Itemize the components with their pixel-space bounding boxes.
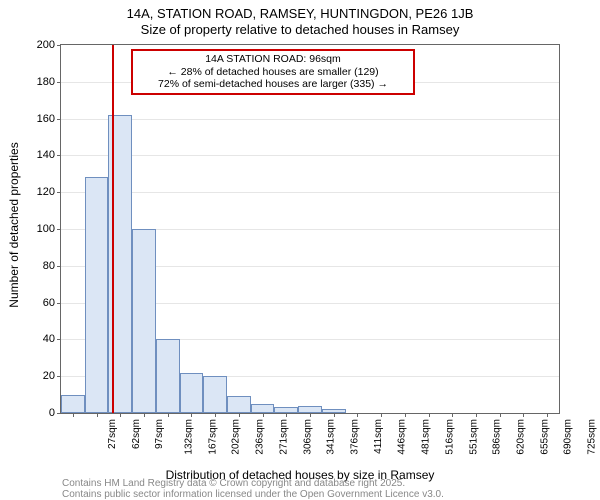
y-tick-label: 200: [15, 39, 55, 51]
y-tick-label: 180: [15, 76, 55, 88]
y-tick-mark: [57, 376, 61, 377]
x-tick-mark: [191, 413, 192, 417]
x-tick-mark: [120, 413, 121, 417]
histogram-bar: [227, 396, 251, 413]
chart-container: 14A, STATION ROAD, RAMSEY, HUNTINGDON, P…: [0, 0, 600, 500]
x-tick-label: 725sqm: [587, 419, 598, 455]
x-tick-mark: [73, 413, 74, 417]
x-tick-mark: [286, 413, 287, 417]
y-tick-mark: [57, 339, 61, 340]
x-tick-label: 516sqm: [444, 419, 455, 455]
x-tick-mark: [500, 413, 501, 417]
x-tick-label: 236sqm: [255, 419, 266, 455]
gridline-h: [61, 119, 559, 120]
x-tick-label: 690sqm: [563, 419, 574, 455]
annotation-line2: ← 28% of detached houses are smaller (12…: [138, 66, 408, 79]
x-tick-mark: [452, 413, 453, 417]
annotation-line1: 14A STATION ROAD: 96sqm: [138, 53, 408, 66]
chart-area: 02040608010012014016018020027sqm62sqm97s…: [60, 44, 560, 414]
y-tick-label: 100: [15, 223, 55, 235]
y-tick-mark: [57, 155, 61, 156]
histogram-bar: [180, 373, 204, 413]
y-tick-label: 160: [15, 113, 55, 125]
attribution-line1: Contains HM Land Registry data © Crown c…: [62, 478, 600, 489]
x-tick-label: 620sqm: [516, 419, 527, 455]
x-tick-label: 132sqm: [184, 419, 195, 455]
x-tick-label: 97sqm: [154, 419, 165, 449]
reference-line: [112, 45, 114, 413]
annotation-box: 14A STATION ROAD: 96sqm← 28% of detached…: [131, 49, 415, 95]
annotation-line3: 72% of semi-detached houses are larger (…: [138, 78, 408, 91]
title-line2: Size of property relative to detached ho…: [0, 22, 600, 38]
x-tick-mark: [429, 413, 430, 417]
y-tick-mark: [57, 192, 61, 193]
x-tick-mark: [310, 413, 311, 417]
plot-box: 02040608010012014016018020027sqm62sqm97s…: [60, 44, 560, 414]
x-tick-mark: [263, 413, 264, 417]
x-tick-label: 306sqm: [302, 419, 313, 455]
x-tick-label: 167sqm: [207, 419, 218, 455]
x-tick-label: 411sqm: [373, 419, 384, 454]
gridline-h: [61, 192, 559, 193]
x-tick-label: 27sqm: [107, 419, 118, 449]
y-tick-mark: [57, 119, 61, 120]
x-tick-mark: [168, 413, 169, 417]
y-tick-label: 120: [15, 186, 55, 198]
y-tick-mark: [57, 413, 61, 414]
histogram-bar: [156, 339, 180, 413]
histogram-bar: [251, 404, 275, 413]
x-tick-mark: [476, 413, 477, 417]
x-tick-mark: [381, 413, 382, 417]
x-tick-mark: [357, 413, 358, 417]
y-tick-mark: [57, 82, 61, 83]
y-tick-label: 20: [15, 370, 55, 382]
x-tick-label: 551sqm: [468, 419, 479, 455]
histogram-bar: [203, 376, 227, 413]
histogram-bar: [132, 229, 156, 413]
title-line1: 14A, STATION ROAD, RAMSEY, HUNTINGDON, P…: [0, 6, 600, 22]
y-tick-label: 0: [15, 407, 55, 419]
x-tick-mark: [215, 413, 216, 417]
x-tick-label: 446sqm: [397, 419, 408, 455]
x-tick-mark: [239, 413, 240, 417]
attribution: Contains HM Land Registry data © Crown c…: [62, 478, 600, 500]
y-tick-mark: [57, 45, 61, 46]
x-tick-label: 271sqm: [278, 419, 289, 455]
x-tick-mark: [523, 413, 524, 417]
y-tick-label: 80: [15, 260, 55, 272]
histogram-bar: [298, 406, 322, 413]
y-tick-label: 40: [15, 333, 55, 345]
chart-title: 14A, STATION ROAD, RAMSEY, HUNTINGDON, P…: [0, 0, 600, 39]
y-tick-mark: [57, 229, 61, 230]
x-tick-mark: [547, 413, 548, 417]
attribution-line2: Contains public sector information licen…: [62, 489, 600, 500]
x-tick-mark: [97, 413, 98, 417]
x-tick-label: 341sqm: [326, 419, 337, 455]
x-tick-label: 376sqm: [350, 419, 361, 455]
histogram-bar: [85, 177, 109, 413]
x-tick-mark: [405, 413, 406, 417]
histogram-bar: [61, 395, 85, 413]
y-tick-label: 140: [15, 149, 55, 161]
x-tick-mark: [334, 413, 335, 417]
y-tick-mark: [57, 303, 61, 304]
x-tick-label: 202sqm: [231, 419, 242, 455]
x-tick-label: 481sqm: [421, 419, 432, 455]
y-tick-mark: [57, 266, 61, 267]
x-tick-mark: [144, 413, 145, 417]
x-tick-label: 655sqm: [539, 419, 550, 455]
x-tick-label: 586sqm: [492, 419, 503, 455]
y-tick-label: 60: [15, 297, 55, 309]
gridline-h: [61, 155, 559, 156]
x-tick-label: 62sqm: [131, 419, 142, 449]
